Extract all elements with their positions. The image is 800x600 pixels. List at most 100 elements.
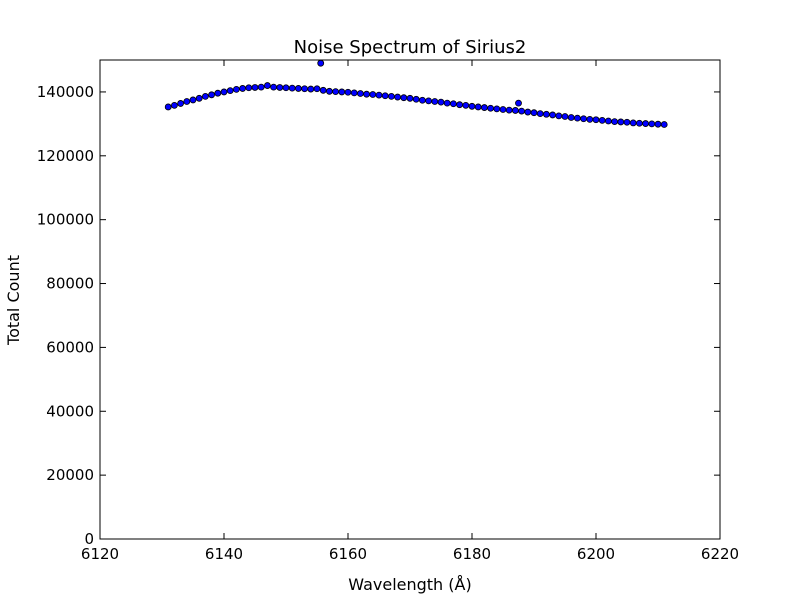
- point: [524, 108, 532, 116]
- point: [375, 91, 383, 99]
- point: [456, 101, 464, 109]
- point: [394, 93, 402, 101]
- point: [214, 89, 222, 97]
- point: [201, 93, 209, 100]
- point: [549, 111, 556, 119]
- point: [251, 84, 259, 91]
- point: [431, 98, 439, 105]
- y-tick-label: 120000: [37, 147, 94, 165]
- point: [555, 112, 563, 120]
- point: [418, 96, 426, 104]
- point: [406, 94, 414, 102]
- point: [515, 99, 522, 107]
- point: [282, 84, 290, 92]
- point: [574, 114, 581, 122]
- point: [307, 85, 315, 93]
- point: [642, 120, 649, 127]
- point: [474, 103, 482, 111]
- point: [338, 88, 346, 96]
- x-tick-label: 6160: [329, 545, 367, 563]
- point: [654, 120, 662, 128]
- point: [487, 104, 495, 112]
- x-axis-label: Wavelength (Å): [348, 575, 471, 594]
- point: [617, 118, 625, 126]
- point: [313, 85, 321, 93]
- point: [518, 107, 525, 115]
- point: [387, 93, 395, 100]
- point: [381, 92, 389, 100]
- point: [468, 102, 476, 110]
- point: [561, 113, 569, 120]
- point: [623, 118, 631, 126]
- point: [480, 104, 488, 111]
- y-tick-label: 80000: [46, 275, 94, 293]
- point: [332, 88, 340, 96]
- x-tick-label: 6140: [205, 545, 243, 563]
- point: [586, 115, 594, 123]
- point: [164, 103, 172, 111]
- point: [567, 114, 575, 121]
- point: [425, 97, 433, 105]
- point: [629, 119, 637, 127]
- x-tick-label: 6180: [453, 545, 491, 563]
- point: [499, 106, 507, 113]
- point: [263, 82, 271, 89]
- point: [437, 98, 445, 106]
- point: [400, 94, 408, 102]
- point: [177, 100, 185, 107]
- point: [505, 106, 513, 114]
- point: [512, 107, 519, 114]
- x-tick-label: 6200: [577, 545, 615, 563]
- point: [449, 100, 457, 108]
- y-tick-label: 100000: [37, 211, 94, 229]
- point: [288, 84, 296, 92]
- point: [412, 95, 420, 103]
- y-tick-label: 140000: [37, 83, 94, 101]
- point: [592, 116, 600, 124]
- point: [232, 85, 240, 93]
- point: [580, 115, 587, 123]
- point: [356, 90, 364, 97]
- point: [276, 84, 284, 91]
- y-axis-label: Total Count: [4, 255, 23, 346]
- point: [325, 87, 333, 95]
- point: [183, 98, 191, 105]
- point: [317, 59, 325, 67]
- point: [611, 118, 618, 126]
- plot-frame: [99, 59, 721, 540]
- point: [195, 94, 203, 102]
- point: [493, 105, 501, 113]
- point: [605, 117, 612, 125]
- point: [220, 88, 228, 96]
- point: [462, 101, 470, 109]
- y-tick-label: 20000: [46, 466, 94, 484]
- point: [660, 121, 668, 128]
- point: [245, 84, 253, 92]
- x-tick-label: 6220: [701, 545, 739, 563]
- point: [350, 89, 358, 97]
- point: [543, 110, 550, 118]
- point: [530, 109, 538, 117]
- y-tick-label: 60000: [46, 338, 94, 356]
- point: [648, 120, 656, 128]
- point: [226, 87, 234, 95]
- y-tick-label: 40000: [46, 402, 94, 420]
- point: [636, 119, 643, 127]
- point: [369, 91, 377, 98]
- point: [536, 110, 544, 118]
- point: [598, 116, 606, 124]
- point: [443, 99, 451, 107]
- point: [170, 101, 178, 109]
- point: [363, 90, 371, 98]
- y-tick-label: 0: [84, 530, 94, 548]
- point: [239, 85, 247, 92]
- point: [301, 85, 309, 93]
- chart-title: Noise Spectrum of Sirius2: [294, 37, 527, 58]
- point: [319, 86, 327, 94]
- x-tick-label: 6120: [81, 545, 119, 563]
- point: [189, 96, 197, 104]
- point: [257, 83, 265, 91]
- point: [208, 91, 216, 99]
